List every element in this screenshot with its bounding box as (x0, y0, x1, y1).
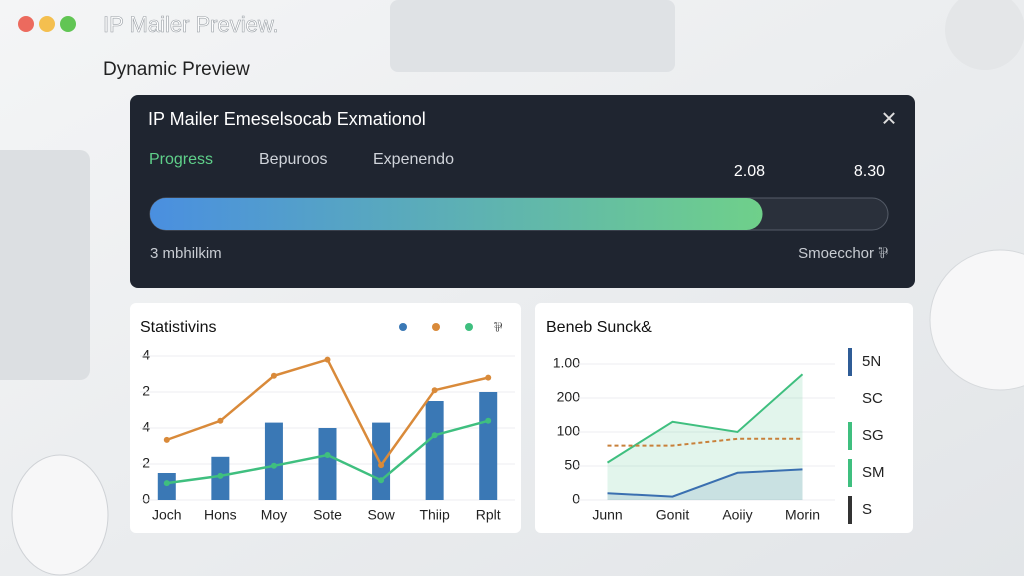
point (324, 356, 331, 363)
window-title: IP Mailer Preview. (103, 12, 279, 37)
area (607, 374, 803, 500)
legend-marker (465, 323, 473, 331)
tablet (390, 0, 675, 72)
x-tick-label: Moy (261, 507, 287, 523)
point (217, 417, 224, 424)
bar (479, 392, 498, 500)
bar (157, 473, 176, 500)
point (217, 472, 224, 479)
mouse (11, 454, 109, 576)
point (163, 480, 170, 487)
card (535, 303, 913, 533)
chart-title: Beneb Sunck& (546, 319, 652, 336)
plant (945, 0, 1024, 70)
window-subtitle: Dynamic Preview (103, 59, 250, 80)
legend-marker (399, 323, 407, 331)
point (163, 436, 170, 443)
legend-label: 5N (862, 353, 881, 370)
y-tick-label: 2 (142, 383, 150, 399)
legend-marker (848, 385, 852, 413)
y-tick-label: 50 (564, 457, 580, 473)
y-tick-label: 0 (142, 491, 150, 507)
progress-fill (150, 198, 763, 230)
legend-marker (848, 496, 852, 524)
stat: 8.30 (854, 163, 885, 180)
line (606, 373, 804, 464)
footer-left: 3 mbhilkim (150, 245, 222, 262)
keyboard (0, 150, 90, 380)
point (431, 432, 438, 439)
y-tick-label: 2 (142, 455, 150, 471)
legend-marker (848, 459, 852, 487)
legend-label: SG (862, 427, 884, 444)
x-tick-label: Aoiiy (722, 507, 752, 523)
max-dot[interactable] (60, 16, 76, 32)
point (485, 417, 492, 424)
x-tick-label: Morin (785, 507, 820, 523)
y-tick-label: 4 (142, 419, 150, 435)
point (485, 374, 492, 381)
legend-label: S (862, 501, 872, 518)
x-tick-label: Thiip (419, 507, 450, 523)
footer-right: Smoecchor ⅌ (798, 245, 888, 262)
x-tick-label: Rplt (476, 507, 501, 523)
tab[interactable]: Bepuroos (259, 151, 328, 168)
bar (318, 428, 337, 500)
min-dot[interactable] (39, 16, 55, 32)
x-tick-label: Hons (204, 507, 237, 523)
y-tick-label: 0 (572, 491, 580, 507)
legend-marker (848, 348, 852, 376)
point (270, 372, 277, 379)
legend-marker (848, 422, 852, 450)
legend-marker (432, 323, 440, 331)
point (324, 452, 331, 458)
tab[interactable]: Progress (149, 151, 213, 168)
legend-label: SM (862, 464, 885, 481)
close-dot[interactable] (18, 16, 34, 32)
x-tick-label: Sow (367, 507, 395, 523)
point (378, 477, 385, 484)
stat: 2.08 (734, 163, 765, 180)
x-tick-label: Junn (592, 507, 622, 523)
tab[interactable]: Expenendo (373, 151, 454, 168)
line (607, 468, 803, 498)
legend-extra: ⅌ (494, 319, 503, 334)
cup (929, 249, 1024, 391)
panel-title: IP Mailer Emeselsocab Exmationol (148, 109, 426, 129)
y-tick-label: 200 (557, 389, 581, 405)
point (431, 387, 438, 394)
bar (425, 401, 444, 500)
y-tick-label: 100 (557, 423, 581, 439)
line (607, 437, 803, 447)
y-tick-label: 1.00 (553, 355, 580, 371)
legend-label: SC (862, 390, 883, 407)
close-button[interactable]: ✕ (881, 108, 898, 130)
chart-title: Statistivins (140, 319, 216, 336)
x-tick-label: Joch (152, 507, 182, 523)
bar (372, 422, 391, 500)
x-tick-label: Gonit (656, 507, 690, 523)
point (270, 462, 277, 469)
x-tick-label: Sote (313, 507, 342, 523)
point (378, 462, 385, 469)
panel (130, 95, 915, 288)
y-tick-label: 4 (142, 347, 150, 363)
bar (264, 422, 283, 500)
